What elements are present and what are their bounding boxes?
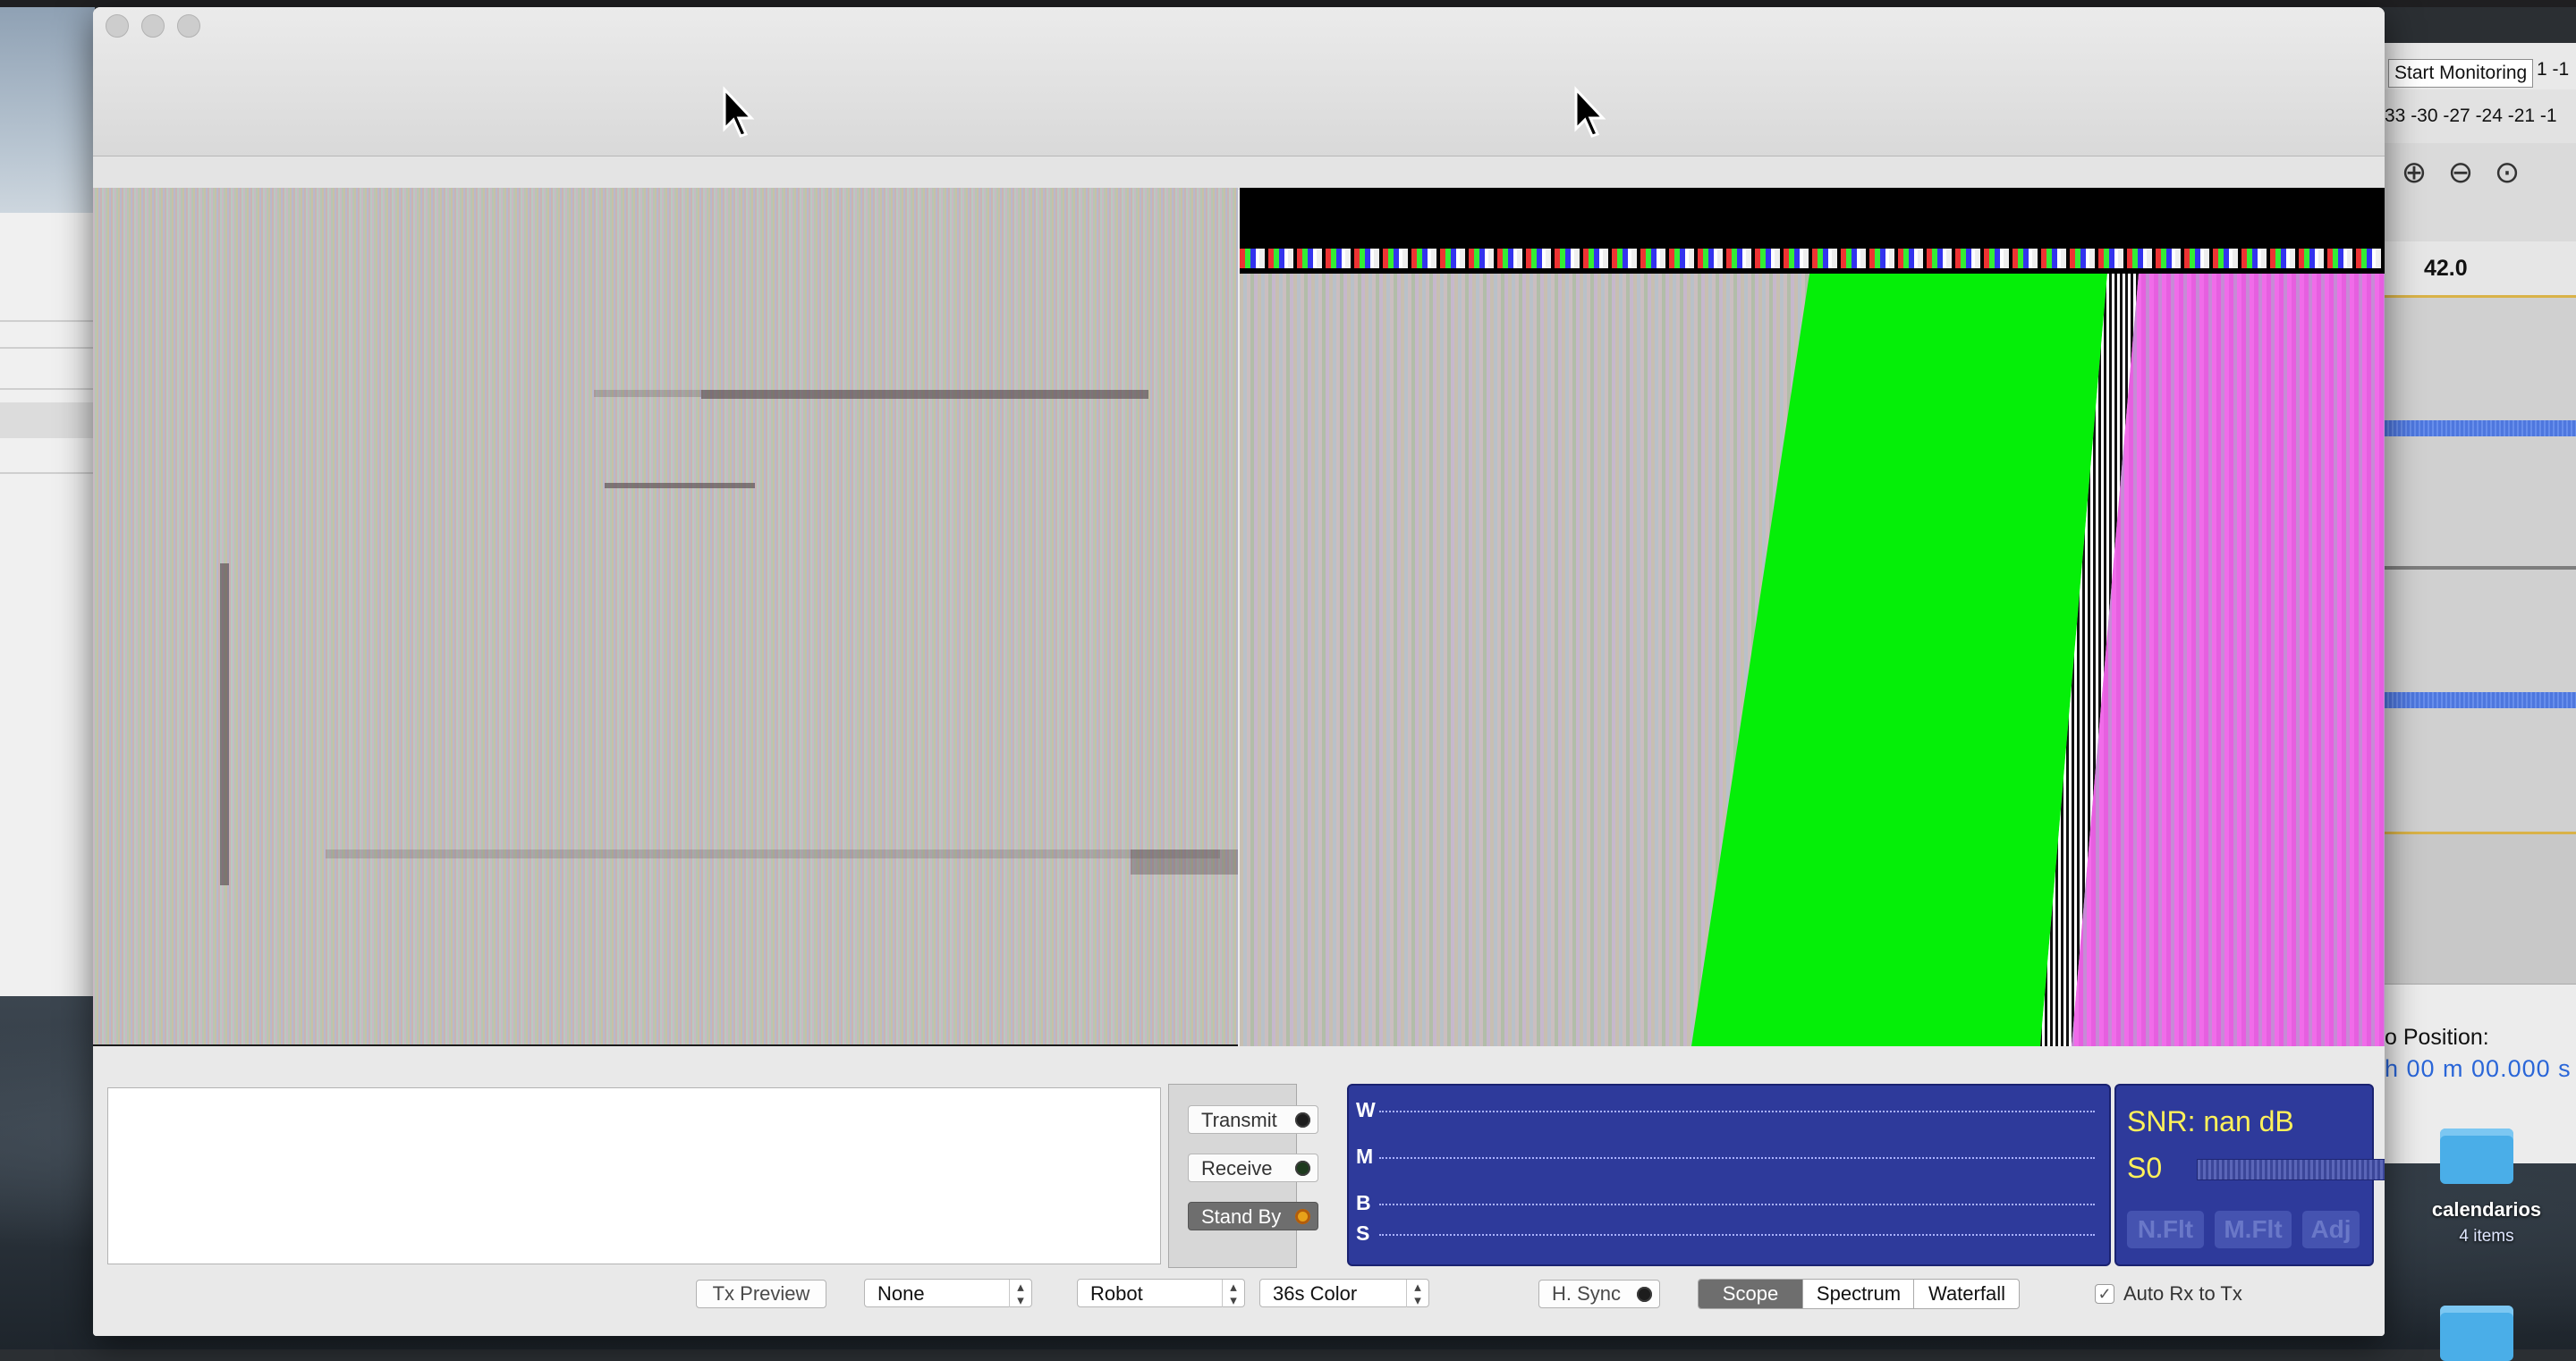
close-window-icon[interactable] [106,14,129,38]
start-monitoring-button[interactable]: Start Monitoring [2388,59,2534,88]
scope-trace [1379,1111,2095,1112]
timeline-ruler[interactable] [2385,241,2576,298]
adjust-button[interactable]: Adj [2302,1211,2360,1248]
image-select[interactable]: None ▴ ▾ [864,1279,1032,1307]
background-window[interactable] [0,213,95,996]
control-panel: Transmit Receive Stand By W M B S SNR: n… [93,1046,2385,1336]
divider [0,347,95,349]
select-arrows-icon: ▴ ▾ [1222,1280,1244,1307]
mouse-cursor-icon [723,86,755,138]
image-artifact [605,483,755,488]
scope-trace [1379,1204,2095,1205]
tab-waterfall[interactable]: Waterfall [1913,1280,2019,1308]
m-filter-button[interactable]: M.Flt [2215,1211,2292,1248]
receive-led-icon [1295,1161,1310,1176]
selection-area[interactable] [2385,832,2576,986]
audio-position-value[interactable]: h 00 m 00.000 s [2385,1055,2572,1082]
snr-panel: SNR: nan dB S0 N.Flt M.Flt Adj [2114,1084,2385,1266]
h-sync-button[interactable]: H. Sync [1538,1280,1660,1308]
select-arrows-icon: ▴ ▾ [1009,1280,1031,1307]
divider [0,472,95,474]
tab-scope[interactable]: Scope [1699,1280,1802,1308]
standby-led-icon [1295,1209,1310,1224]
submode-select-value: 36s Color [1273,1282,1358,1305]
s-meter-bar [2197,1159,2385,1180]
n-filter-button[interactable]: N.Flt [2127,1211,2204,1248]
text-entry-box[interactable] [107,1087,1161,1264]
s-meter-readout: S0 [2127,1152,2163,1184]
tab-spectrum[interactable]: Spectrum [1802,1280,1914,1308]
receive-image-pane[interactable] [93,188,1238,1050]
scope-label-b: B [1356,1191,1371,1214]
folder-item-count: 4 items [2459,1227,2514,1246]
image-artifact [594,390,701,397]
scope-label-m: M [1356,1145,1374,1168]
snr-readout: SNR: nan dB [2127,1105,2294,1137]
image-noise-strip [1240,249,2385,268]
toolbar-strip [93,156,2385,190]
mode-select[interactable]: Robot ▴ ▾ [1077,1279,1245,1307]
image-artifact [326,850,1220,858]
divider [0,320,95,322]
sstv-window[interactable]: Transmit Receive Stand By W M B S SNR: n… [93,7,2385,1336]
meter-label: 1 -1 [2537,59,2570,80]
list-item[interactable] [0,402,95,438]
waveform [2385,692,2576,708]
transmit-image-pane[interactable] [1240,188,2385,1046]
auto-rx-label: Auto Rx to Tx [2123,1282,2242,1305]
receive-label: Receive [1201,1157,1273,1179]
scope-trace [1379,1234,2095,1236]
receive-button[interactable]: Receive [1188,1154,1318,1182]
scope-trace [1379,1157,2095,1159]
image-artifact [220,563,229,885]
image-artifact [1131,850,1238,875]
folder-name[interactable]: calendarios [2431,1198,2542,1221]
submode-select[interactable]: 36s Color ▴ ▾ [1259,1279,1429,1307]
audio-position-label: o Position: [2385,1025,2489,1050]
minimize-window-icon[interactable] [141,14,165,38]
transmit-led-icon [1295,1112,1310,1128]
meter-scale: 33 -30 -27 -24 -21 -1 [2385,106,2557,126]
standby-button[interactable]: Stand By [1188,1202,1318,1230]
folder-icon[interactable] [2440,1129,2513,1184]
mode-select-value: Robot [1090,1282,1143,1305]
scope-label-s: S [1356,1222,1370,1245]
window-titlebar[interactable] [93,7,2385,156]
divider [0,388,95,390]
mouse-cursor-icon [1574,86,1606,138]
tx-preview-button[interactable]: Tx Preview [696,1280,826,1308]
h-sync-led-icon [1637,1287,1652,1302]
ruler-value: 42.0 [2424,256,2468,281]
zoom-window-icon[interactable] [177,14,200,38]
transmit-button[interactable]: Transmit [1188,1105,1318,1134]
image-select-value: None [877,1282,925,1305]
zoom-out-icon[interactable]: ⊖ [2447,156,2474,190]
auto-rx-checkbox[interactable]: ✓ [2095,1284,2114,1304]
audio-editor-window[interactable]: Start Monitoring 1 -1 33 -30 -27 -24 -21… [2385,43,2576,1163]
waveform [2385,420,2576,436]
zoom-fit-icon[interactable]: ⊙ [2494,156,2521,190]
desktop-wallpaper-sky [0,7,95,213]
image-artifact [701,390,1148,399]
folder-icon[interactable] [2440,1306,2513,1361]
select-arrows-icon: ▴ ▾ [1406,1280,1428,1307]
meter-toolbar [2385,89,2576,144]
h-sync-label: H. Sync [1552,1282,1622,1305]
standby-label: Stand By [1201,1205,1282,1228]
scope-label-w: W [1356,1098,1376,1121]
display-mode-tabs[interactable]: Scope Spectrum Waterfall [1698,1279,2020,1309]
transmit-label: Transmit [1201,1109,1277,1131]
desktop-menubar [0,0,2576,7]
zoom-in-icon[interactable]: ⊕ [2401,156,2428,190]
signal-scope: W M B S [1347,1084,2111,1266]
